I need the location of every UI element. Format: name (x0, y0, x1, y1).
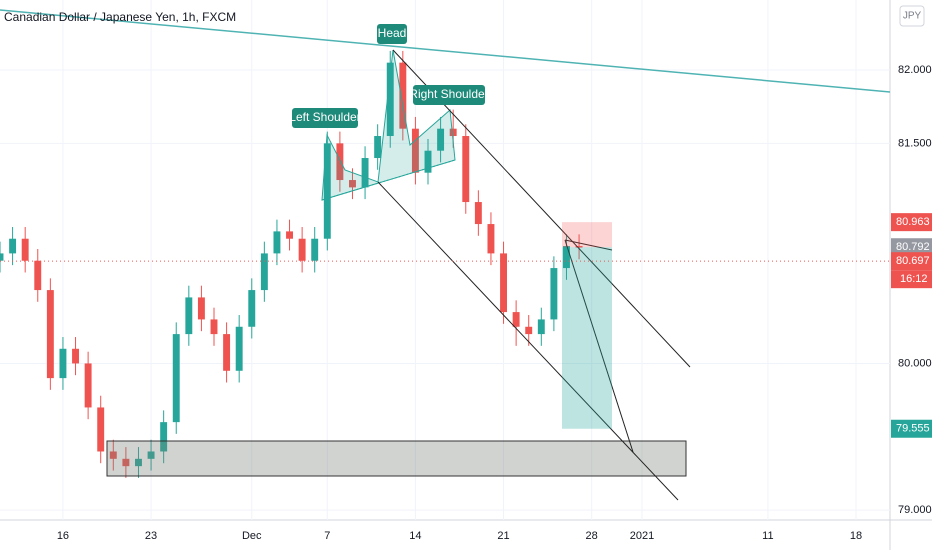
annotation-box (413, 85, 485, 105)
annotation-label: Right Shoulder (409, 87, 488, 101)
candle-body (273, 231, 281, 254)
y-tick-label: 79.000 (898, 504, 932, 516)
candle-body (411, 128, 419, 173)
candle-body (84, 363, 92, 408)
candle-body (298, 238, 306, 261)
x-tick-label: 23 (145, 530, 157, 542)
y-tick-label: 81.500 (898, 137, 932, 149)
candle-body (374, 136, 382, 159)
candle-body (474, 202, 482, 225)
currency-label[interactable]: JPY (903, 11, 922, 22)
x-tick-label: 14 (409, 530, 421, 542)
candle-body (34, 260, 42, 291)
candle-body (512, 312, 520, 327)
candle-body (109, 451, 117, 459)
neckline (321, 159, 456, 201)
x-tick-label: 21 (497, 530, 509, 542)
countdown-label: 16:12 (900, 273, 928, 285)
candle-body (260, 253, 268, 291)
candle-body (59, 348, 67, 379)
position-target (562, 247, 612, 429)
x-tick-label: 16 (57, 530, 69, 542)
candle-body (386, 62, 394, 137)
x-tick-label: 7 (324, 530, 330, 542)
y-tick-label: 82.000 (898, 64, 932, 76)
x-tick-label: 2021 (630, 530, 654, 542)
candle-body (575, 246, 583, 248)
candle-body (147, 451, 155, 459)
candle-body (72, 348, 79, 364)
price-label: 80.963 (896, 216, 930, 228)
price-label-box (891, 238, 932, 257)
countdown-box (891, 270, 932, 289)
candle-body (487, 224, 495, 254)
candle-body (185, 297, 193, 335)
candle-body (323, 143, 331, 239)
trend-line (0, 9, 891, 93)
candle-body (223, 334, 231, 371)
x-tick-label: 11 (762, 530, 773, 542)
candle-body (424, 150, 432, 173)
x-tick-label: 28 (586, 530, 598, 542)
candle-body (462, 136, 470, 203)
candle-body (361, 158, 369, 188)
candle-body (349, 180, 356, 188)
candle-body (135, 458, 142, 467)
candle-body (311, 238, 319, 261)
price-label-box (891, 252, 932, 271)
candle-body (122, 458, 130, 467)
annotation-box (377, 24, 407, 44)
candle-body (537, 319, 545, 335)
candle-body (449, 128, 457, 137)
candle-body (286, 231, 293, 239)
candle-body (336, 143, 344, 181)
candle-body (197, 297, 205, 320)
candle-body (500, 253, 507, 313)
currency-button[interactable] (899, 5, 925, 27)
price-label-box (891, 419, 932, 438)
candle-body (21, 238, 29, 261)
candle-body (210, 319, 218, 335)
x-tick-label: Dec (242, 530, 262, 542)
candle-body (550, 268, 558, 320)
support-zone (106, 440, 687, 477)
annotation-box (292, 108, 358, 128)
annotation-label: Head (378, 26, 407, 40)
candle-body (46, 290, 54, 379)
annotation-label: Left Shoulder (289, 110, 360, 124)
channel-line (377, 181, 679, 501)
candle-body (9, 238, 17, 254)
candle-body (235, 326, 243, 371)
candle-body (0, 253, 4, 261)
candle-body (399, 62, 407, 129)
price-label: 79.555 (896, 423, 930, 435)
x-tick-label: 18 (850, 530, 862, 542)
chart-title: Canadian Dollar / Japanese Yen, 1h, FXCM (4, 10, 236, 24)
projection-line (564, 239, 634, 453)
candle-body (97, 407, 105, 452)
price-label-box (891, 213, 932, 232)
position-stop (562, 222, 612, 248)
candle-body (248, 290, 256, 327)
price-label: 80.697 (896, 255, 930, 267)
projection-line (564, 239, 613, 251)
candle-body (437, 128, 445, 151)
y-tick-label: 80.000 (898, 357, 932, 369)
candle-body (563, 246, 570, 269)
price-label: 80.792 (896, 241, 930, 253)
candle-body (172, 334, 180, 423)
candle-body (525, 326, 533, 335)
candle-body (160, 422, 168, 452)
